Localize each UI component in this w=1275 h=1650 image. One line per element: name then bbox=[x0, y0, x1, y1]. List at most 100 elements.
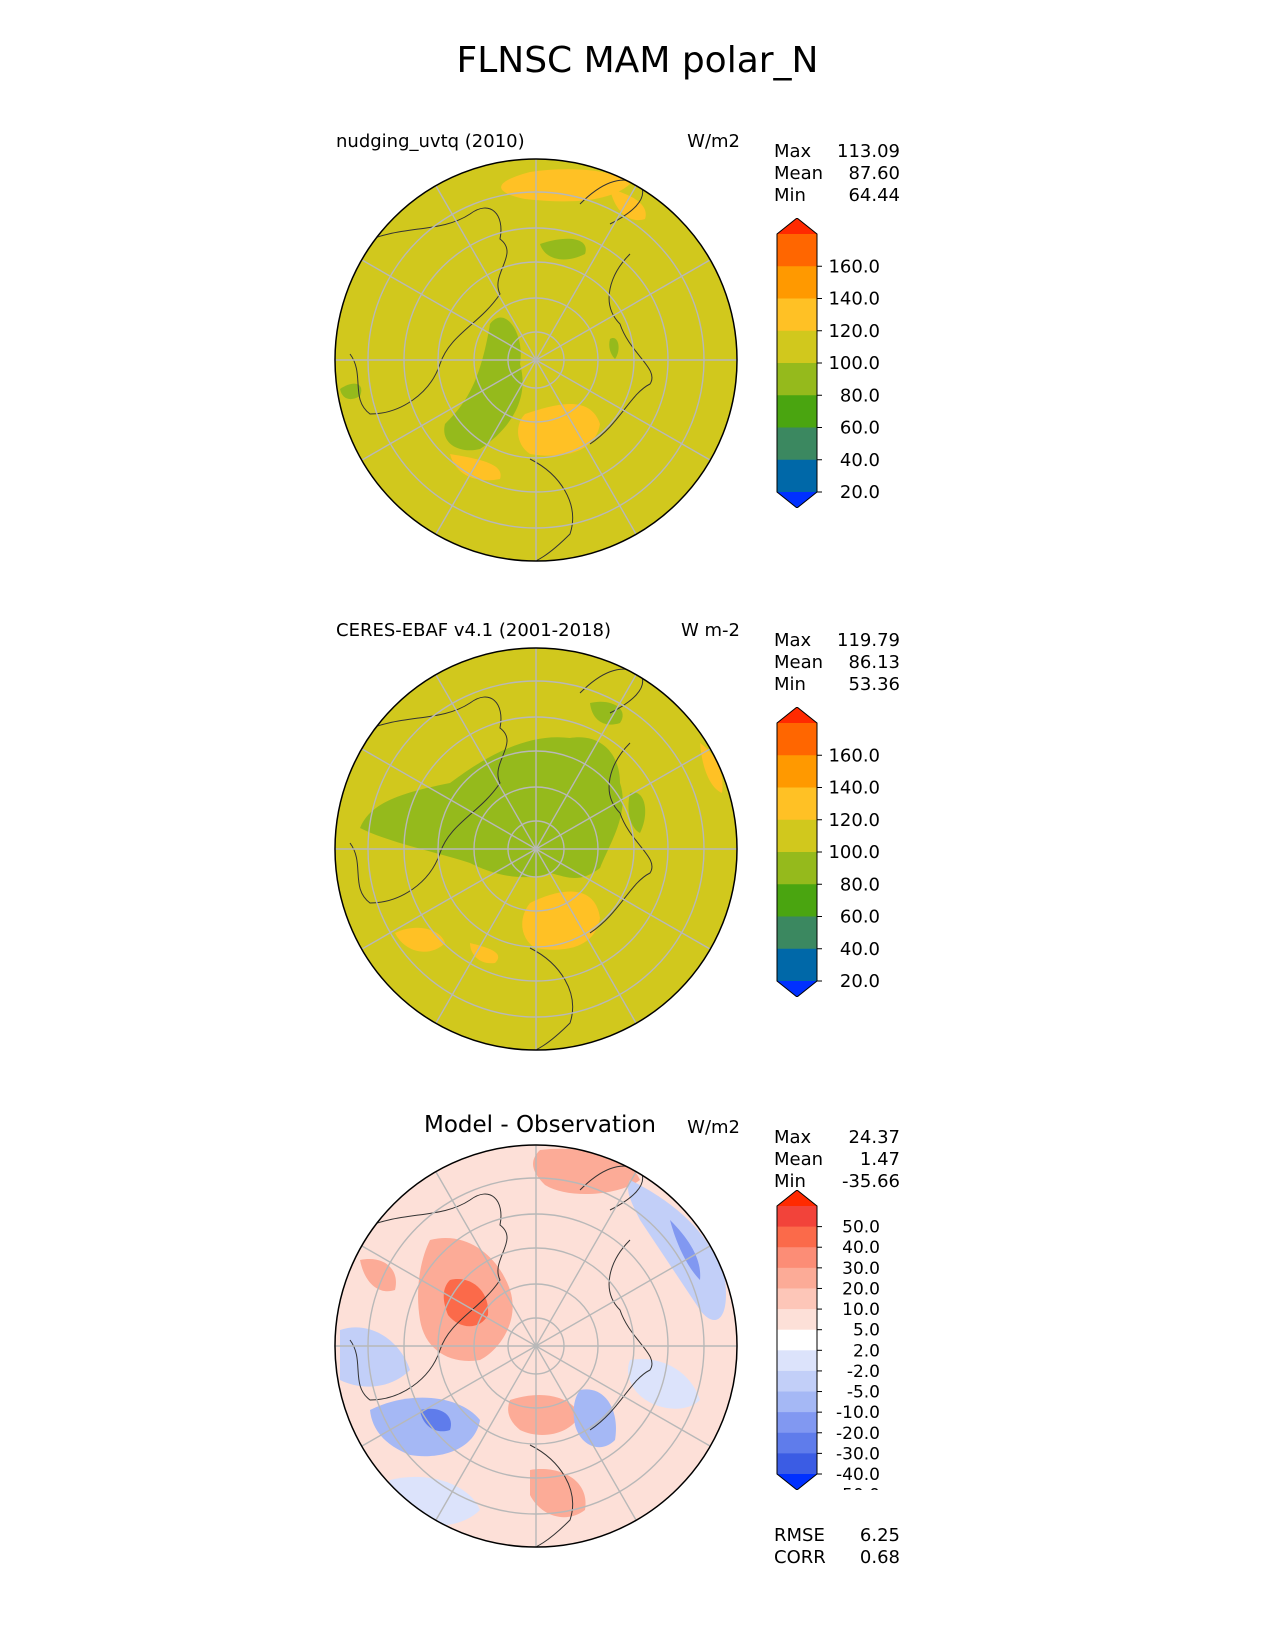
panel1-polar-map bbox=[334, 158, 738, 562]
colorbar-tick-label: 140.0 bbox=[828, 778, 880, 799]
colorbar-segment bbox=[777, 1350, 817, 1372]
panel3-stats: Max 24.37 Mean 1.47 Min -35.66 bbox=[774, 1127, 900, 1193]
colorbar-extend-min bbox=[777, 492, 817, 508]
panel2-units: W m-2 bbox=[680, 620, 740, 641]
colorbar-tick-label: 50.0 bbox=[842, 1218, 880, 1238]
field-region bbox=[670, 1220, 701, 1280]
metric-value: 6.25 bbox=[859, 1525, 900, 1546]
field-region bbox=[340, 383, 362, 400]
colorbar-tick-label: 160.0 bbox=[828, 745, 880, 766]
colorbar-segment bbox=[777, 298, 817, 332]
colorbar-extend-min bbox=[777, 981, 817, 997]
colorbar-tick-label: -30.0 bbox=[836, 1444, 880, 1464]
stat-label: Max bbox=[774, 141, 812, 162]
stat-value: 24.37 bbox=[848, 1127, 900, 1148]
stat-value: 87.60 bbox=[848, 163, 900, 184]
panel1-units: W/m2 bbox=[687, 131, 740, 152]
stat-label: Mean bbox=[774, 1149, 824, 1170]
colorbar-segment bbox=[777, 852, 817, 885]
colorbar-extend-max bbox=[777, 218, 817, 234]
map-boundary bbox=[334, 158, 738, 562]
colorbar-segment bbox=[777, 1453, 817, 1475]
stat-label: Mean bbox=[774, 652, 824, 673]
colorbar-segment bbox=[777, 1329, 817, 1351]
panel3-colorbar: 50.040.030.020.010.05.02.0-2.0-5.0-10.0-… bbox=[776, 1190, 880, 1490]
metric-label: RMSE bbox=[774, 1525, 825, 1546]
field-region bbox=[700, 743, 723, 793]
field-region bbox=[522, 891, 600, 950]
coastline bbox=[349, 696, 508, 904]
colorbar-tick-label: -5.0 bbox=[847, 1383, 880, 1403]
stat-value: 53.36 bbox=[848, 674, 900, 695]
colorbar-tick-label: -40.0 bbox=[836, 1465, 880, 1485]
colorbar-tick-label: 80.0 bbox=[840, 874, 880, 895]
colorbar-tick-label: 140.0 bbox=[828, 289, 880, 310]
stat-value: 64.44 bbox=[848, 185, 900, 206]
map-boundary bbox=[334, 647, 738, 1051]
colorbar-tick-label: -20.0 bbox=[836, 1424, 880, 1444]
colorbar-segment bbox=[777, 1206, 817, 1228]
panel1-title: nudging_uvtq (2010) bbox=[336, 131, 525, 152]
colorbar-segment bbox=[777, 427, 817, 461]
panel3-units: W/m2 bbox=[687, 1117, 740, 1138]
colorbar-tick-label: 100.0 bbox=[828, 842, 880, 863]
colorbar-segment bbox=[777, 1412, 817, 1434]
stat-label: Max bbox=[774, 1127, 812, 1148]
colorbar-tick-label: 40.0 bbox=[840, 939, 880, 960]
colorbar-segment bbox=[777, 1226, 817, 1248]
colorbar-tick-label: 60.0 bbox=[840, 418, 880, 439]
colorbar-segment bbox=[777, 819, 817, 853]
field-region bbox=[508, 1395, 580, 1435]
field-region bbox=[450, 454, 501, 481]
stat-label: Min bbox=[774, 1171, 806, 1192]
field-region bbox=[530, 1469, 586, 1518]
colorbar-segment bbox=[777, 459, 817, 493]
colorbar-segment bbox=[777, 948, 817, 982]
graticule bbox=[335, 159, 737, 561]
field-region bbox=[359, 712, 376, 733]
panel2-title: CERES-EBAF v4.1 (2001-2018) bbox=[336, 620, 612, 641]
colorbar-tick-label: 10.0 bbox=[842, 1300, 880, 1320]
stat-label: Max bbox=[774, 630, 812, 651]
colorbar-tick-label: 100.0 bbox=[828, 353, 880, 374]
panel3-metrics: RMSE 6.25 CORR 0.68 bbox=[774, 1525, 900, 1569]
colorbar-segment bbox=[777, 234, 817, 267]
panel3-polar-map bbox=[334, 1144, 738, 1548]
field-region bbox=[590, 701, 623, 725]
stat-label: Min bbox=[774, 185, 806, 206]
colorbar-extend-max bbox=[777, 1190, 817, 1206]
colorbar-tick-label: 120.0 bbox=[828, 810, 880, 831]
colorbar-tick-label: 40.0 bbox=[842, 1238, 880, 1258]
panel2-stats: Max 119.79 Mean 86.13 Min 53.36 bbox=[774, 630, 900, 696]
field-region bbox=[501, 169, 630, 202]
field-region bbox=[628, 792, 646, 833]
colorbar-tick-label: 5.0 bbox=[853, 1321, 880, 1341]
stat-value: -35.66 bbox=[841, 1171, 900, 1192]
stat-value: 86.13 bbox=[848, 652, 900, 673]
colorbar-tick-label: -10.0 bbox=[836, 1403, 880, 1423]
colorbar-tick-label: 80.0 bbox=[840, 385, 880, 406]
colorbar-segment bbox=[777, 363, 817, 396]
coastline bbox=[349, 207, 508, 415]
colorbar-segment bbox=[777, 787, 817, 821]
field-region bbox=[340, 1327, 410, 1387]
panel3-title: Model - Observation bbox=[423, 1112, 657, 1138]
colorbar-segment bbox=[777, 884, 817, 917]
graticule bbox=[335, 648, 737, 1050]
graticule bbox=[335, 1145, 737, 1547]
colorbar-tick-label: 20.0 bbox=[840, 482, 880, 503]
colorbar-tick-label: 20.0 bbox=[840, 971, 880, 992]
field-region bbox=[627, 1359, 700, 1409]
colorbar-extend-min bbox=[777, 1474, 817, 1490]
colorbar-segment bbox=[777, 330, 817, 364]
colorbar-tick-label: 2.0 bbox=[853, 1341, 880, 1361]
colorbar-segment bbox=[777, 1309, 817, 1331]
colorbar-segment bbox=[777, 723, 817, 756]
field-region bbox=[628, 1180, 726, 1320]
field-region bbox=[573, 1389, 616, 1448]
panel1-stats: Max 113.09 Mean 87.60 Min 64.44 bbox=[774, 141, 900, 207]
field-region bbox=[395, 927, 445, 952]
colorbar-segment bbox=[777, 395, 817, 428]
map-boundary bbox=[334, 1144, 738, 1548]
